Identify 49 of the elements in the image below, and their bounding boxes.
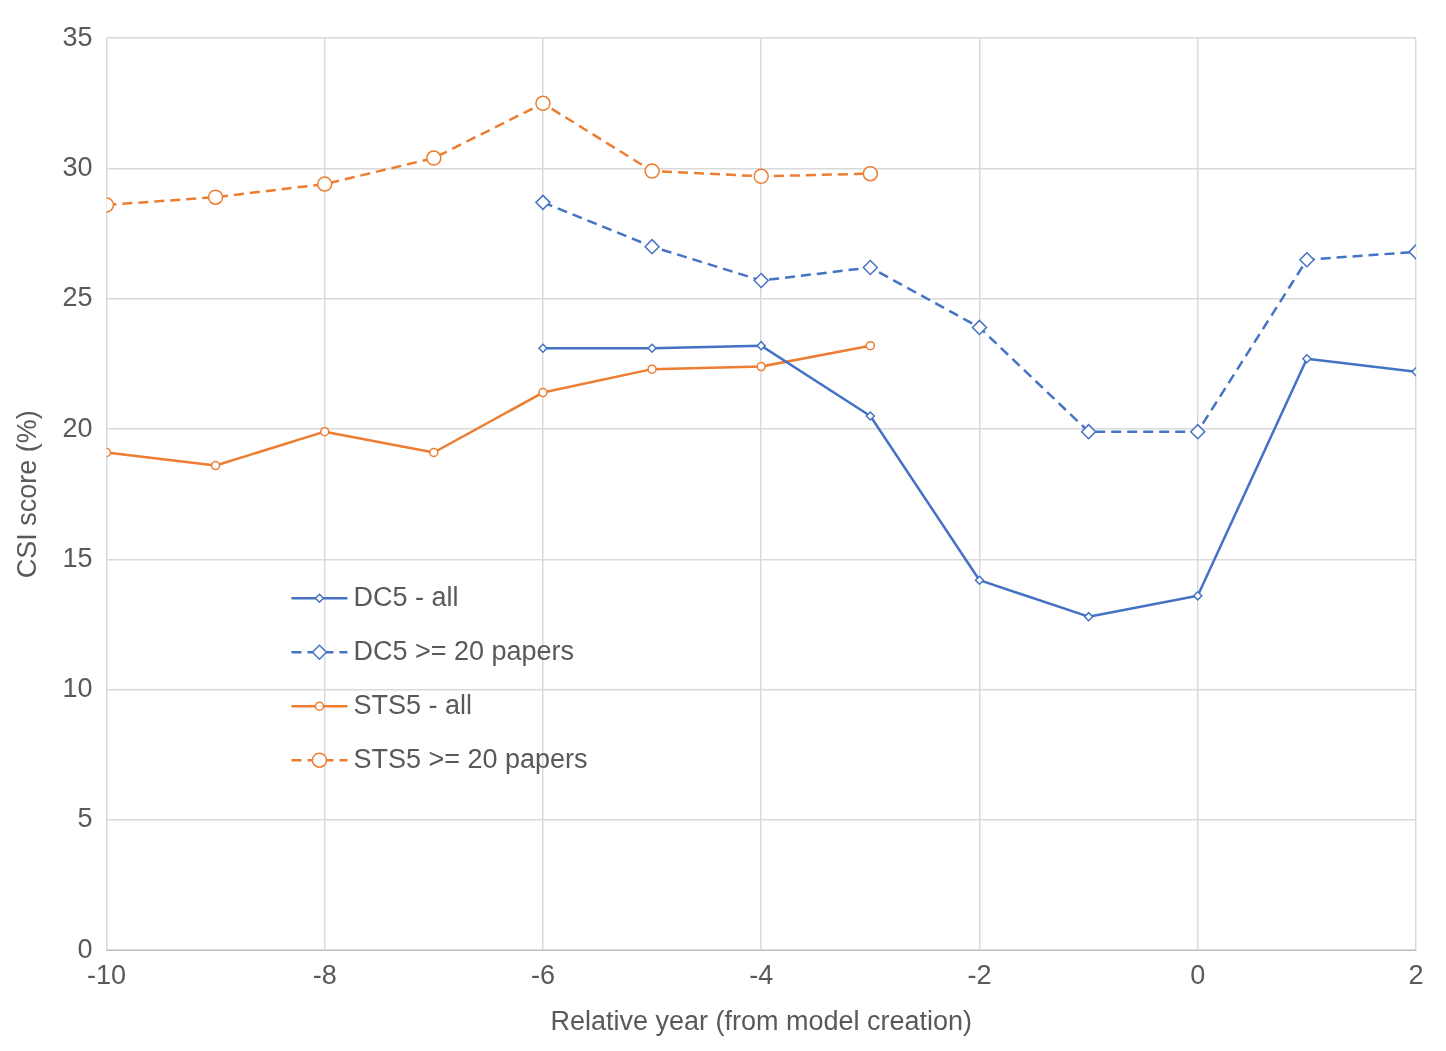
point — [535, 95, 551, 112]
x-tick-label: 0 — [1190, 959, 1206, 990]
point — [210, 460, 221, 471]
point — [538, 387, 548, 398]
point — [756, 340, 766, 351]
point — [647, 343, 657, 354]
x-tick-label: -6 — [530, 959, 555, 990]
point — [429, 447, 439, 458]
y-tick-label: 30 — [62, 151, 93, 182]
y-tick-label: 20 — [62, 412, 93, 443]
point — [865, 340, 876, 351]
point — [753, 168, 769, 185]
point — [971, 319, 988, 336]
legend-label: STS5 >= 20 papers — [353, 743, 588, 774]
point — [1189, 423, 1206, 440]
point — [1302, 353, 1312, 364]
legend-label: DC5 - all — [353, 581, 459, 612]
point — [535, 194, 551, 211]
y-axis-title: CSI score (%) — [11, 410, 42, 579]
y-tick-label: 10 — [62, 673, 93, 704]
point — [756, 361, 766, 372]
point — [1299, 251, 1315, 268]
point — [1080, 423, 1097, 440]
point — [207, 189, 224, 205]
point — [319, 426, 330, 437]
legend-label: STS5 - all — [353, 689, 472, 720]
point — [1192, 591, 1203, 601]
y-tick-label: 15 — [62, 542, 93, 573]
point — [647, 364, 657, 374]
y-tick-label: 25 — [62, 282, 93, 313]
point — [644, 238, 660, 255]
x-tick-label: 2 — [1408, 959, 1424, 990]
x-tick-label: -4 — [749, 959, 774, 990]
point — [644, 163, 660, 179]
point — [865, 411, 876, 421]
x-tick-label: -2 — [967, 959, 992, 990]
point — [974, 575, 985, 585]
point — [753, 272, 769, 289]
point — [862, 259, 879, 276]
y-tick-label: 5 — [77, 803, 93, 834]
point — [862, 165, 879, 182]
x-tick-label: -8 — [312, 959, 337, 990]
legend-label: DC5 >= 20 papers — [353, 635, 575, 666]
point — [1083, 611, 1094, 622]
x-axis-title: Relative year (from model creation) — [550, 1006, 973, 1037]
point — [426, 150, 442, 166]
point — [538, 343, 548, 354]
y-tick-label: 35 — [62, 21, 93, 52]
point — [316, 176, 333, 192]
